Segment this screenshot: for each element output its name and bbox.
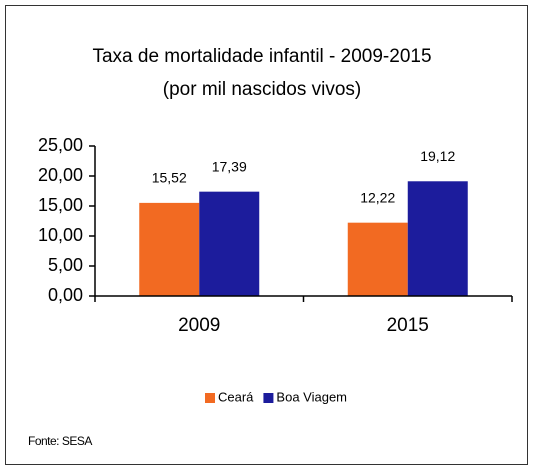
chart-title: Taxa de mortalidade infantil - 2009-2015 <box>92 46 431 67</box>
chart-subtitle: (por mil nascidos vivos) <box>163 79 362 100</box>
source: Fonte: SESA <box>28 434 92 448</box>
value-label: 15,52 <box>152 170 187 186</box>
bar <box>347 222 408 296</box>
bar <box>199 191 260 296</box>
y-tick-label: 25,00 <box>38 135 83 155</box>
y-tick-label: 10,00 <box>38 225 83 245</box>
x-tick-label: 2009 <box>178 315 220 336</box>
y-tick-label: 0,00 <box>48 285 83 305</box>
value-label: 19,12 <box>420 148 455 164</box>
legend-label: Ceará <box>218 389 254 404</box>
y-tick-label: 5,00 <box>48 255 83 275</box>
y-tick-label: 20,00 <box>38 165 83 185</box>
legend-label: Boa Viagem <box>276 389 347 404</box>
legend-swatch <box>205 393 215 403</box>
y-tick-label: 15,00 <box>38 195 83 215</box>
legend-swatch <box>263 393 274 403</box>
bar <box>407 181 468 296</box>
x-tick-label: 2015 <box>387 315 429 336</box>
value-label: 12,22 <box>360 189 395 205</box>
bar <box>139 202 200 296</box>
value-label: 17,39 <box>212 158 247 174</box>
